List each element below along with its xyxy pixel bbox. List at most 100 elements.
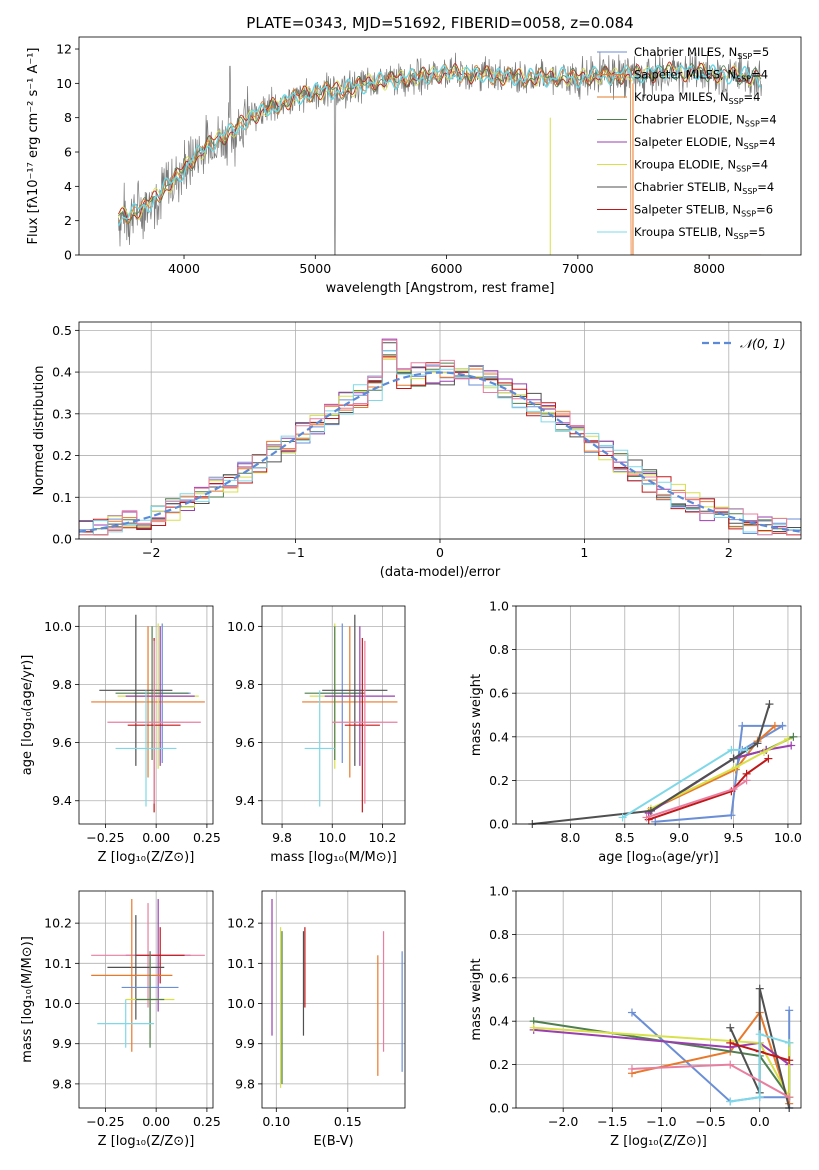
weight-line-salpeter_miles	[631, 1010, 791, 1105]
legend-entry-suffix: =4	[760, 113, 777, 127]
x-tick-label: 7000	[562, 261, 594, 276]
y-tick-label: 0.3	[52, 406, 72, 421]
y-tick-label: 10.0	[227, 996, 255, 1011]
legend-entry-subscript: SSP	[737, 52, 752, 61]
legend-entry-suffix: =5	[749, 225, 766, 239]
legend-entry: Salpeter STELIB, NSSP=6	[634, 203, 773, 219]
x-tick-label: 9.5	[724, 830, 744, 845]
legend-entry-suffix: =4	[751, 158, 768, 172]
x-tick-label: 0	[436, 545, 444, 560]
y-tick-label: 10.0	[44, 996, 72, 1011]
x-axis-label: Z [log₁₀(Z/Z⊙)]	[98, 850, 195, 865]
x-tick-label: −1.5	[597, 1114, 627, 1129]
x-tick-label: −0.5	[695, 1114, 725, 1129]
y-tick-label: 0.0	[489, 1101, 509, 1116]
ebv_mass-errorbars	[271, 899, 403, 1088]
ebv_mass-axes: 0.10 0.15 9.8 9.9 10.0 10.1 10.2 E(B-V)	[227, 891, 405, 1149]
mass_age-axes: 9.8 10.0 10.2 9.4 9.6 9.8 10.0 mass [log₁₀(M/M⊙…	[227, 606, 405, 865]
legend-entry-subscript: SSP	[744, 142, 759, 151]
y-tick-label: 9.9	[235, 1036, 255, 1051]
legend-entry: Salpeter MILES, NSSP=4	[634, 68, 768, 84]
spectrum-plot	[117, 48, 762, 255]
y-tick-label: 10.1	[44, 956, 72, 971]
weight-line-kroupa_elodie	[533, 1026, 791, 1098]
z_mass-errorbars	[91, 899, 205, 1052]
y-axis-label: mass weight	[469, 958, 484, 1040]
legend-entry-text: Salpeter STELIB, N	[634, 203, 741, 217]
y-tick-label: 10.0	[227, 619, 255, 634]
residuals-frame	[78, 321, 802, 540]
x-axis-label: wavelength [Angstrom, rest frame]	[326, 281, 555, 296]
age_weight-frame	[515, 605, 802, 825]
legend-entry-subscript: SSP	[745, 120, 760, 129]
residuals-axes: −2 −1 0 1 2 0.0 0.1 0.2 0.3 0.4 0.5 (data-model)/er…	[32, 322, 801, 580]
mass_age-frame	[261, 605, 406, 825]
y-tick-label: 1.0	[489, 599, 509, 614]
legend-entry-subscript: SSP	[736, 75, 751, 84]
legend-entry: Kroupa ELODIE, NSSP=4	[634, 158, 768, 174]
spectrum-frame	[78, 36, 802, 256]
mass_age-errorbars	[302, 614, 398, 813]
gaussian-curve	[79, 371, 801, 533]
x-tick-label: 0.25	[193, 1114, 221, 1129]
histogram-step-pink	[79, 339, 801, 536]
x-axis-label: (data-model)/error	[380, 565, 501, 580]
x-tick-label: −2	[142, 545, 160, 560]
weight-line-salpeter_elodie	[648, 744, 792, 814]
x-axis-label: Z [log₁₀(Z/Z⊙)]	[98, 1134, 195, 1149]
y-axis-label: Flux [fλ10⁻¹⁷ erg cm⁻² s⁻¹ A⁻¹]	[26, 48, 41, 245]
y-tick-label: 8	[64, 110, 72, 125]
y-tick-label: 9.8	[235, 1076, 255, 1091]
y-tick-label: 9.8	[52, 1076, 72, 1091]
y-tick-label: 0.4	[489, 1014, 509, 1029]
model-line-chabrier_elodie	[118, 63, 762, 225]
spectrum-axes: 4000 5000 6000 7000 8000 0 2 4 6 8 10 12 wavelength …	[26, 42, 725, 296]
x-tick-label: 1	[580, 545, 588, 560]
x-tick-label: 0.00	[142, 830, 170, 845]
x-tick-label: 5000	[299, 261, 331, 276]
histogram-plot	[79, 338, 801, 536]
weight-line-kroupa_stelib	[730, 1032, 790, 1103]
legend-entry-suffix: =5	[752, 45, 769, 59]
z_mass-frame	[78, 890, 214, 1109]
y-tick-label: 0.8	[489, 642, 509, 657]
x-tick-label: 8.0	[560, 830, 580, 845]
x-tick-label: 9.0	[669, 830, 689, 845]
y-tick-label: 0.0	[489, 817, 509, 832]
legend-entry-subscript: SSP	[736, 165, 751, 174]
y-tick-label: 9.8	[52, 677, 72, 692]
y-tick-label: 10	[56, 76, 72, 91]
y-axis-label: age [log₁₀(age/yr)]	[20, 655, 35, 776]
y-tick-label: 0.4	[52, 365, 72, 380]
legend-entry: Salpeter ELODIE, NSSP=4	[634, 135, 776, 151]
legend-entry-subscript: SSP	[741, 210, 756, 219]
legend-entry-text: Kroupa ELODIE, N	[634, 158, 736, 172]
y-tick-label: 0.6	[489, 686, 509, 701]
x-tick-label: 0.10	[262, 1114, 290, 1129]
x-tick-label: 9.8	[272, 830, 292, 845]
z_age-errorbars	[91, 614, 205, 813]
x-tick-label: 6000	[431, 261, 463, 276]
legend-entry: Kroupa MILES, NSSP=4	[634, 90, 760, 106]
legend-entry-text: Salpeter MILES, N	[634, 68, 736, 82]
legend-entry: Kroupa STELIB, NSSP=5	[634, 225, 765, 241]
legend-entry-text: Chabrier STELIB, N	[634, 180, 742, 194]
y-tick-label: 9.8	[235, 677, 255, 692]
legend-entry-suffix: =4	[744, 90, 761, 104]
y-tick-label: 9.4	[52, 793, 72, 808]
x-tick-label: 0.25	[193, 830, 221, 845]
model-line-salpeter_miles	[118, 63, 762, 255]
legend-entry-subscript: SSP	[729, 97, 744, 106]
weight-line-kroupa_elodie	[650, 738, 789, 810]
weight-line-salpeter_elodie	[533, 1028, 790, 1066]
y-tick-label: 0.2	[489, 773, 509, 788]
y-tick-label: 0.5	[52, 323, 72, 338]
chart-title: PLATE=0343, MJD=51692, FIBERID=0058, z=0…	[246, 14, 633, 32]
y-tick-label: 10.2	[227, 916, 255, 931]
x-axis-label: age [log₁₀(age/yr)]	[598, 850, 719, 865]
y-tick-label: 0.6	[489, 970, 509, 985]
y-tick-label: 10.1	[227, 956, 255, 971]
z_mass-axes: −0.25 0.00 0.25 9.8 9.9 10.0 10.1 10.2 Z [log₁₀(…	[20, 891, 221, 1149]
y-tick-label: 0.0	[52, 532, 72, 547]
